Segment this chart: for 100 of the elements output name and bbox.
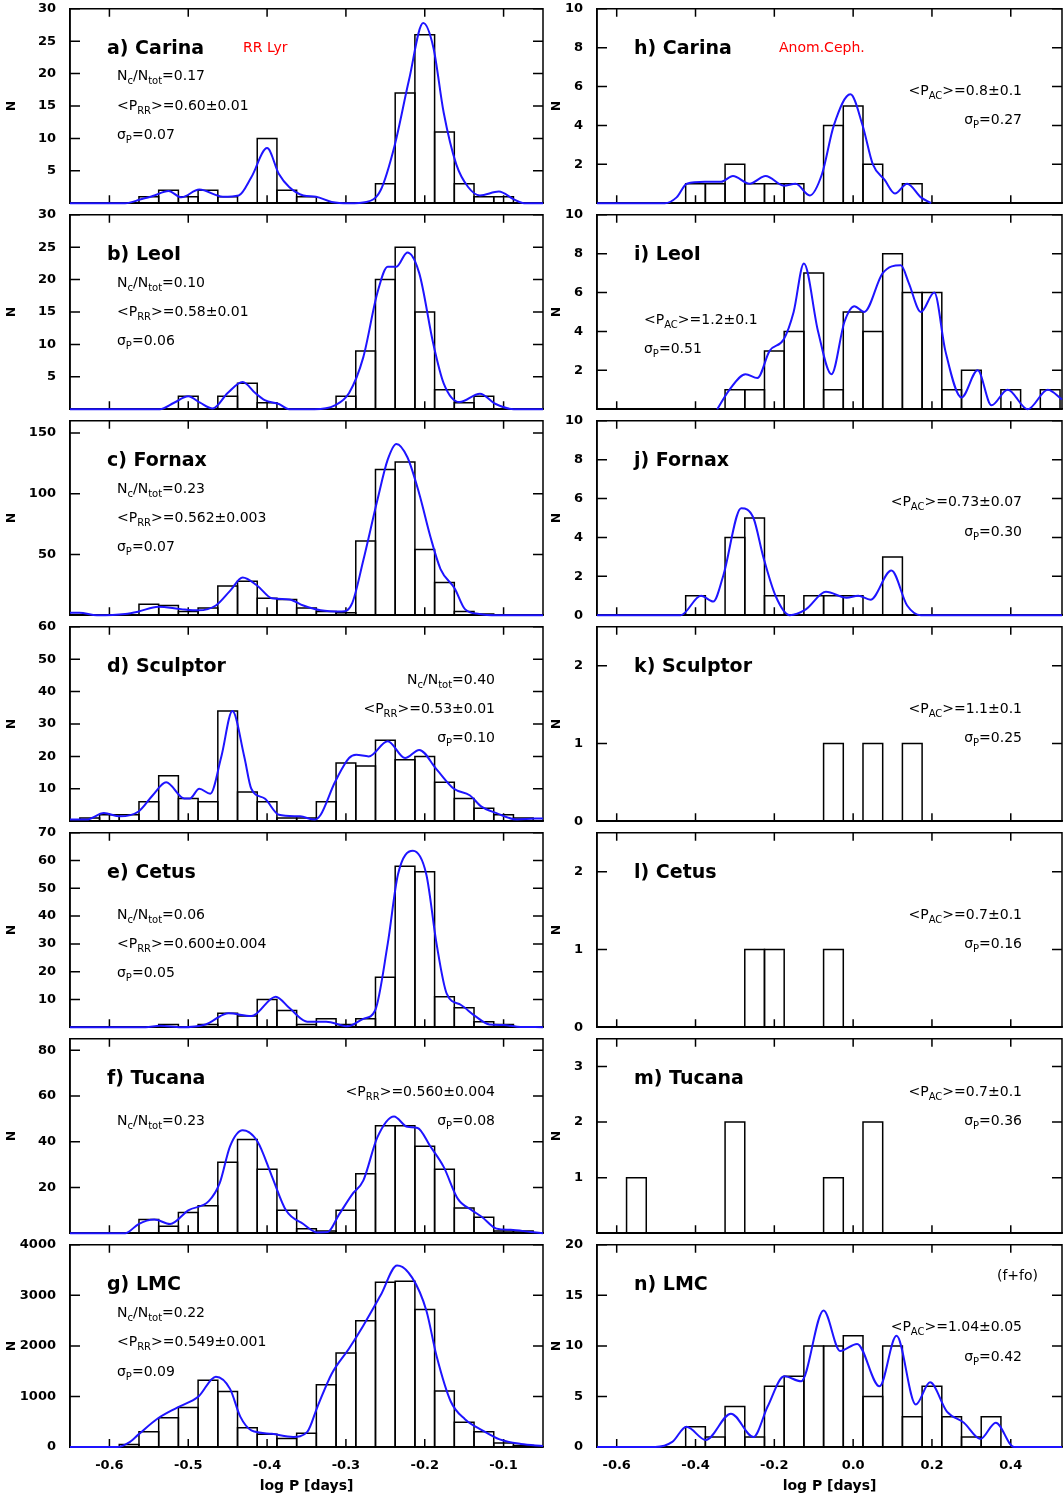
text: g) LMC: [107, 1271, 181, 1294]
annotation: Anom.Ceph.: [779, 39, 865, 56]
y-tick-label: 10: [37, 335, 56, 351]
y-tick-label: 10: [564, 0, 583, 16]
y-tick-label: 30: [37, 206, 56, 222]
x-axis-title: log P [days]: [259, 1477, 354, 1493]
y-tick-label: 1: [573, 1169, 583, 1185]
annotation: (f+fo): [996, 1267, 1038, 1284]
y-tick-label: 4: [573, 528, 583, 544]
y-tick-label: 25: [37, 238, 56, 254]
y-tick-label: 150: [28, 424, 56, 440]
y-axis-title: N: [549, 512, 564, 524]
text: b) LeoI: [107, 241, 182, 264]
y-tick-label: 0: [573, 1438, 583, 1454]
y-axis-title: N: [549, 718, 564, 730]
y-tick-label: 15: [564, 1286, 583, 1302]
y-tick-label: 10: [37, 780, 56, 796]
y-tick-label: 8: [573, 451, 583, 467]
x-tick-label: -0.3: [331, 1457, 361, 1473]
y-tick-label: 3000: [19, 1286, 56, 1302]
y-tick-label: 40: [37, 907, 56, 923]
y-tick-label: 10: [37, 990, 56, 1006]
y-tick-label: 15: [37, 97, 56, 113]
text: m) Tucana: [634, 1065, 744, 1088]
y-tick-label: 4: [573, 322, 583, 338]
y-tick-label: 20: [37, 1178, 56, 1194]
y-tick-label: 30: [37, 715, 56, 731]
y-tick-label: 50: [37, 879, 56, 895]
y-tick-label: 2: [573, 863, 583, 879]
y-tick-label: 4000: [19, 1236, 56, 1252]
y-axis-title: N: [4, 718, 19, 730]
y-axis-title: N: [4, 1340, 19, 1351]
y-tick-label: 25: [37, 32, 56, 48]
x-tick-label: -0.4: [681, 1457, 710, 1473]
text: l) Cetus: [634, 859, 717, 882]
y-tick-label: 20: [37, 963, 56, 979]
y-axis-title: N: [4, 924, 19, 936]
y-axis-title: N: [4, 306, 19, 318]
y-axis-title: N: [549, 306, 564, 318]
text: i) LeoI: [634, 241, 701, 264]
x-tick-label: -0.6: [602, 1457, 631, 1473]
y-axis-title: N: [4, 100, 19, 112]
x-tick-label: 0.0: [841, 1457, 865, 1473]
text: f) Tucana: [107, 1065, 206, 1088]
y-tick-label: 6: [573, 77, 583, 93]
y-axis-title: N: [4, 1130, 19, 1142]
annotation: RR Lyr: [243, 39, 288, 56]
y-axis-title: N: [549, 924, 564, 936]
y-tick-label: 0: [573, 812, 583, 828]
y-tick-label: 30: [37, 0, 56, 16]
text: k) Sculptor: [634, 653, 753, 676]
y-tick-label: 50: [37, 650, 56, 666]
x-tick-label: -0.4: [252, 1457, 282, 1473]
y-tick-label: 100: [28, 485, 56, 501]
y-tick-label: 4: [573, 116, 583, 132]
text: n) LMC: [634, 1271, 708, 1294]
y-tick-label: 2000: [19, 1337, 56, 1353]
text: j) Fornax: [633, 447, 730, 470]
y-tick-label: 20: [37, 747, 56, 763]
y-axis-title: N: [549, 1130, 564, 1142]
y-tick-label: 2: [573, 657, 583, 673]
y-tick-label: 1: [573, 940, 583, 956]
x-tick-label: 0.4: [999, 1457, 1023, 1473]
y-axis-title: N: [549, 1340, 564, 1351]
text: d) Sculptor: [107, 653, 227, 676]
y-tick-label: 30: [37, 935, 56, 951]
y-tick-label: 1: [573, 734, 583, 750]
x-tick-label: 0.2: [920, 1457, 944, 1473]
y-tick-label: 3: [573, 1057, 583, 1073]
x-tick-label: -0.5: [174, 1457, 203, 1473]
y-tick-label: 5: [46, 162, 56, 178]
y-tick-label: 10: [37, 129, 56, 145]
x-tick-label: -0.2: [410, 1457, 439, 1473]
y-tick-label: 8: [573, 245, 583, 261]
y-tick-label: 1000: [19, 1387, 56, 1403]
y-tick-label: 10: [564, 1337, 583, 1353]
y-tick-label: 20: [564, 1236, 583, 1252]
y-tick-label: 20: [37, 270, 56, 286]
y-tick-label: 5: [46, 368, 56, 384]
text: e) Cetus: [107, 859, 196, 882]
y-tick-label: 40: [37, 1133, 56, 1149]
y-tick-label: 60: [37, 1087, 56, 1103]
y-tick-label: 20: [37, 64, 56, 80]
text: a) Carina: [107, 35, 205, 58]
x-axis-title: log P [days]: [782, 1477, 877, 1493]
y-tick-label: 50: [37, 545, 56, 561]
y-tick-label: 8: [573, 39, 583, 55]
y-axis-title: N: [4, 512, 19, 524]
x-tick-label: -0.1: [489, 1457, 518, 1473]
text: h) Carina: [634, 35, 732, 58]
y-tick-label: 60: [37, 618, 56, 634]
y-tick-label: 2: [573, 1113, 583, 1129]
y-tick-label: 15: [37, 303, 56, 319]
x-tick-label: -0.2: [760, 1457, 789, 1473]
y-tick-label: 2: [573, 155, 583, 171]
y-tick-label: 0: [46, 1438, 56, 1454]
y-tick-label: 5: [573, 1387, 583, 1403]
y-tick-label: 6: [573, 283, 583, 299]
y-tick-label: 0: [573, 606, 583, 622]
y-tick-label: 70: [37, 824, 56, 840]
